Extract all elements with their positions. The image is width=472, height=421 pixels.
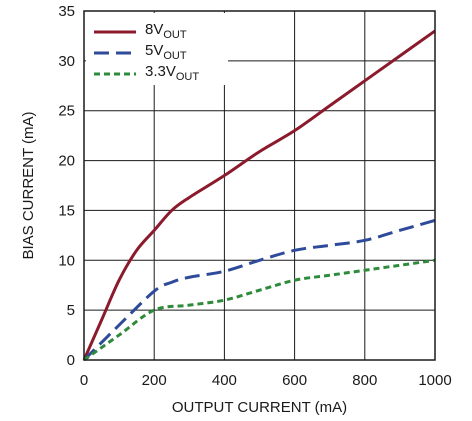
series-line-2 [83,258,436,362]
x-tick-label-5: 1000 [418,372,451,389]
series-lines [82,29,436,362]
y-tick-label-2: 10 [58,252,75,269]
x-axis-label: OUTPUT CURRENT (mA) [172,399,347,416]
y-tick-label-3: 15 [58,202,75,219]
x-tick-label-1: 200 [142,372,167,389]
y-axis-label: BIAS CURRENT (mA) [20,111,37,259]
x-tick-label-4: 800 [352,372,377,389]
y-tick-label-4: 20 [58,153,75,170]
series-line-0 [82,29,436,361]
y-tick-label-5: 25 [58,103,75,120]
y-tick-label-7: 35 [58,3,75,20]
y-tick-label-0: 0 [67,352,75,369]
tick-labels: 0 200 400 600 800 1000 0 5 10 15 20 25 30 35 [58,3,451,389]
y-tick-label-1: 5 [67,302,75,319]
plot-frame [83,10,436,361]
series-line-1 [82,218,436,362]
y-tick-label-6: 30 [58,53,75,70]
x-tick-label-0: 0 [80,372,88,389]
x-tick-label-2: 400 [212,372,237,389]
x-tick-label-3: 600 [282,372,307,389]
